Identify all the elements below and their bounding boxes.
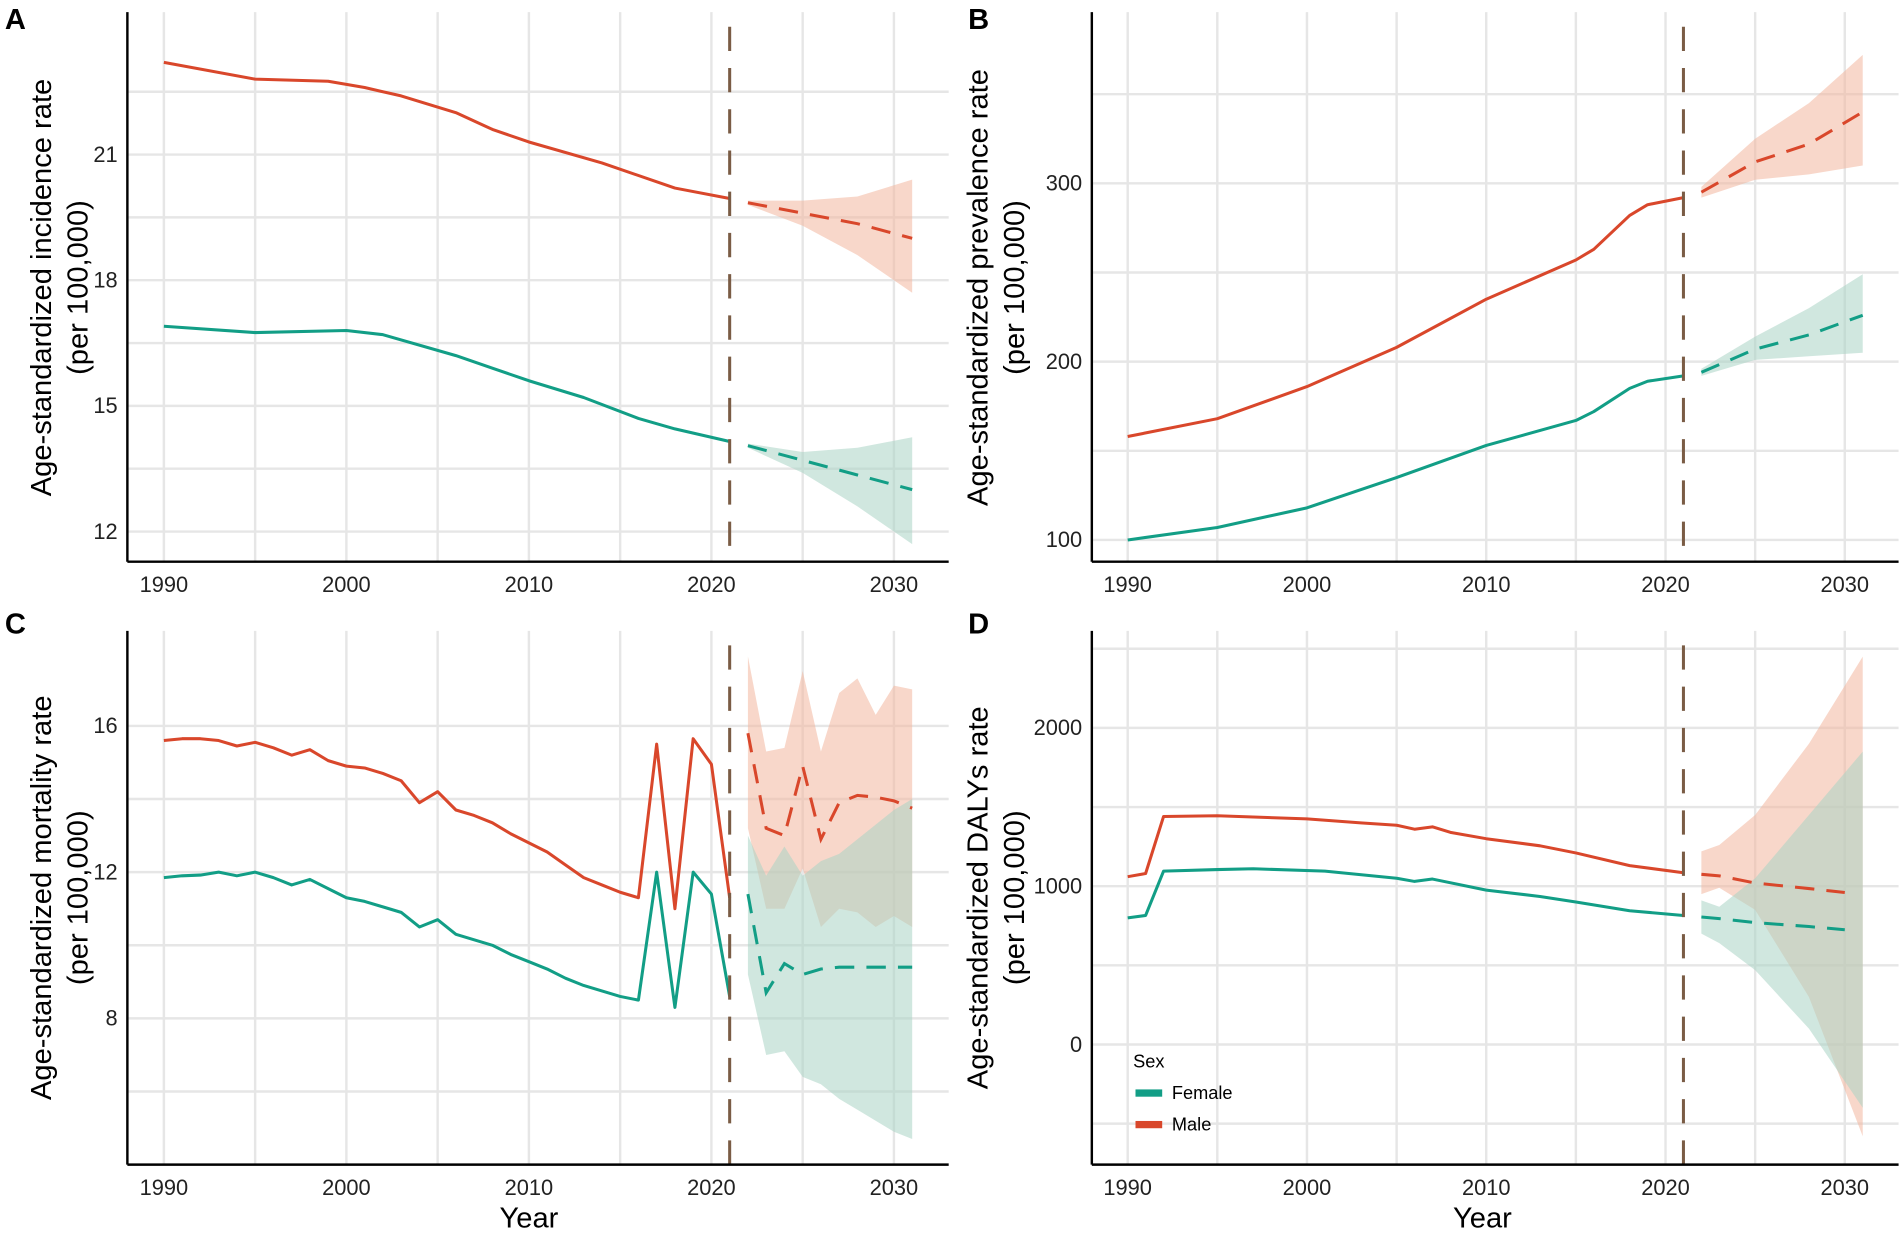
x-tick-label: 2000 <box>1283 1175 1332 1200</box>
series-line-female <box>163 870 732 1009</box>
panel-label-d: D <box>968 608 989 640</box>
y-tick-label: 16 <box>93 713 117 738</box>
y-axis-subtitle-b: (per 100,000) <box>999 200 1031 375</box>
panel-a: A Age-standardized incidence rate (per 1… <box>5 4 949 597</box>
series-line-female <box>163 324 731 443</box>
legend-label-male: Male <box>1172 1115 1211 1135</box>
x-tick-label: 2030 <box>1821 1175 1870 1200</box>
y-tick-label: 300 <box>1046 171 1082 196</box>
y-axis-title-d: Age-standardized DALYs rate <box>963 706 995 1089</box>
forecast-line-female <box>747 444 913 492</box>
legend-title: Sex <box>1133 1052 1164 1072</box>
panel-label-c: C <box>5 608 26 640</box>
panel-c: C Age-standardized mortality rate (per 1… <box>5 608 949 1235</box>
grid-c <box>127 630 949 1165</box>
confidence-band-female <box>747 799 913 1140</box>
series-line-male <box>1127 196 1684 439</box>
forecast-line-male <box>746 732 913 844</box>
x-axis-title-c: Year <box>500 1203 559 1235</box>
confidence-band-male <box>747 179 913 293</box>
x-tick-label: 1990 <box>140 572 189 597</box>
confidence-band-female <box>1701 274 1863 376</box>
forecast-line-male <box>1701 872 1845 895</box>
forecast-line-female <box>746 893 913 997</box>
legend-swatch-male <box>1135 1120 1163 1129</box>
y-tick-label: 1000 <box>1034 873 1083 898</box>
confidence-band-male <box>1701 54 1863 198</box>
x-tick-label: 2030 <box>870 572 919 597</box>
legend-swatch-female <box>1135 1089 1163 1097</box>
grid-d <box>1091 630 1899 1165</box>
x-tick-label: 2030 <box>1821 572 1870 597</box>
panel-b: B Age-standardized prevalence rate (per … <box>963 4 1899 597</box>
x-tick-label: 1990 <box>140 1175 189 1200</box>
x-tick-label: 1990 <box>1103 572 1152 597</box>
x-tick-label: 2030 <box>870 1175 919 1200</box>
y-axis-subtitle-c: (per 100,000) <box>62 810 94 985</box>
y-axis-title-b: Age-standardized prevalence rate <box>963 69 995 506</box>
x-tick-label: 2020 <box>1641 1175 1690 1200</box>
y-axis-subtitle-a: (per 100,000) <box>62 200 94 375</box>
series-line-male <box>163 737 732 911</box>
grid-a <box>127 12 949 562</box>
x-tick-label: 2010 <box>505 1175 554 1200</box>
x-tick-label: 2020 <box>687 572 736 597</box>
x-tick-label: 1990 <box>1103 1175 1152 1200</box>
y-tick-label: 2000 <box>1034 715 1083 740</box>
y-tick-label: 18 <box>93 267 117 292</box>
x-tick-label: 2010 <box>505 572 554 597</box>
series-line-female <box>1127 867 1684 920</box>
panel-d: D Age-standardized DALYs rate (per 100,0… <box>963 608 1899 1235</box>
y-axis-title-a: Age-standardized incidence rate <box>26 79 58 497</box>
y-axis-subtitle-d: (per 100,000) <box>999 810 1031 985</box>
y-axis-title-c: Age-standardized mortality rate <box>26 695 58 1099</box>
y-tick-label: 100 <box>1046 527 1082 552</box>
series-line-male <box>163 60 730 201</box>
x-tick-label: 2000 <box>1283 572 1332 597</box>
y-tick-label: 8 <box>106 1006 118 1031</box>
confidence-band-female <box>747 437 913 545</box>
x-tick-label: 2010 <box>1462 1175 1511 1200</box>
series-line-female <box>1127 374 1684 542</box>
forecast-line-female <box>1701 915 1845 932</box>
confidence-band-female <box>1701 751 1863 1108</box>
x-tick-label: 2000 <box>322 572 371 597</box>
x-tick-label: 2000 <box>322 1175 371 1200</box>
x-axis-title-d: Year <box>1453 1203 1512 1235</box>
grid-b <box>1091 12 1899 562</box>
series-line-male <box>1127 814 1684 879</box>
panel-label-b: B <box>968 4 989 36</box>
y-tick-label: 0 <box>1070 1032 1082 1057</box>
legend-label-female: Female <box>1172 1083 1233 1103</box>
x-tick-label: 2020 <box>1641 572 1690 597</box>
y-tick-label: 15 <box>93 393 117 418</box>
x-tick-label: 2020 <box>687 1175 736 1200</box>
x-tick-label: 2010 <box>1462 572 1511 597</box>
y-tick-label: 12 <box>93 859 117 884</box>
y-tick-label: 200 <box>1046 349 1082 374</box>
y-tick-label: 21 <box>93 142 117 167</box>
y-tick-label: 12 <box>93 519 117 544</box>
panel-label-a: A <box>5 4 26 36</box>
forecast-line-female <box>1700 313 1864 374</box>
forecast-line-male <box>747 201 913 240</box>
legend: Sex Female Male <box>1133 1052 1232 1135</box>
